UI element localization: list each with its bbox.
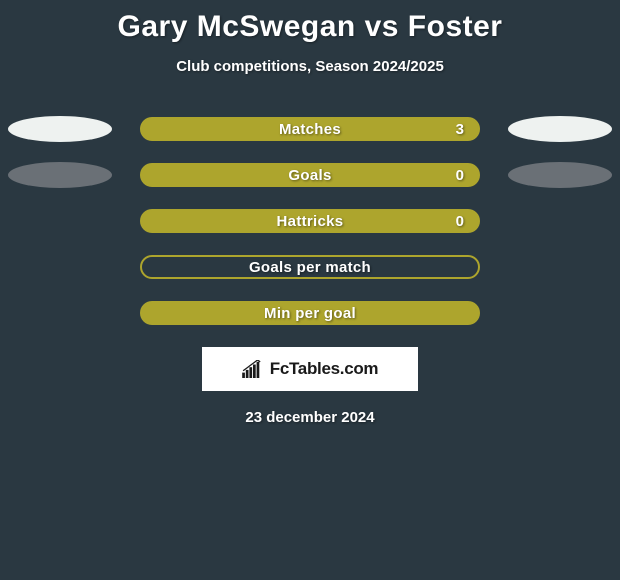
stat-label: Matches — [279, 121, 341, 138]
infographic-container: Gary McSwegan vs Foster Club competition… — [0, 0, 620, 426]
stat-value-right: 0 — [456, 213, 464, 230]
stat-label: Goals per match — [249, 259, 371, 276]
date-line: 23 december 2024 — [0, 409, 620, 426]
stat-value-right: 3 — [456, 121, 464, 138]
stat-label: Hattricks — [277, 213, 344, 230]
stat-label: Goals — [288, 167, 331, 184]
page-title: Gary McSwegan vs Foster — [0, 0, 620, 44]
stat-bar: Goals 0 — [140, 163, 480, 187]
stat-bar: Min per goal — [140, 301, 480, 325]
stat-bar: Goals per match — [140, 255, 480, 279]
stat-bar: Matches 3 — [140, 117, 480, 141]
right-pill — [508, 116, 612, 142]
stat-rows: Matches 3 Goals 0 Hattricks 0 Goals per match M… — [0, 117, 620, 325]
stat-label: Min per goal — [264, 305, 356, 322]
logo-box: FcTables.com — [202, 347, 418, 391]
stat-row: Min per goal — [0, 301, 620, 325]
stat-bar: Hattricks 0 — [140, 209, 480, 233]
right-pill — [508, 162, 612, 188]
fctables-logo-icon — [242, 360, 264, 378]
left-pill — [8, 116, 112, 142]
stat-row: Matches 3 — [0, 117, 620, 141]
subtitle: Club competitions, Season 2024/2025 — [0, 58, 620, 75]
stat-row: Goals 0 — [0, 163, 620, 187]
stat-row: Goals per match — [0, 255, 620, 279]
left-pill — [8, 162, 112, 188]
stat-row: Hattricks 0 — [0, 209, 620, 233]
logo-text: FcTables.com — [270, 359, 379, 379]
stat-value-right: 0 — [456, 167, 464, 184]
